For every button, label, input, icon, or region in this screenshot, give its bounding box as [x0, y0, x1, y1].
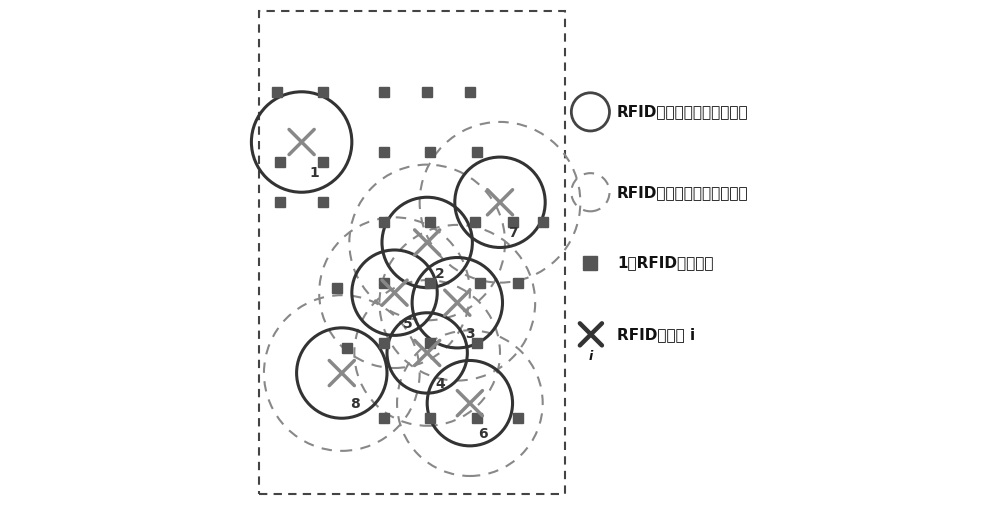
- Text: RFID阅读器的最大干扰范围: RFID阅读器的最大干扰范围: [617, 185, 749, 200]
- Text: 5: 5: [403, 317, 412, 331]
- Text: 7: 7: [508, 226, 518, 240]
- Text: RFID阅读器 i: RFID阅读器 i: [617, 327, 695, 342]
- Text: 3: 3: [465, 327, 475, 341]
- Text: 6: 6: [478, 427, 488, 441]
- Text: i: i: [589, 350, 593, 364]
- Text: 8: 8: [350, 397, 360, 411]
- Text: RFID阅读器的标签识别范围: RFID阅读器的标签识别范围: [617, 105, 749, 119]
- Text: 1: 1: [310, 166, 319, 180]
- Text: 2: 2: [435, 267, 445, 281]
- Text: 4: 4: [435, 377, 445, 391]
- Text: 1个RFID电子标签: 1个RFID电子标签: [617, 255, 714, 270]
